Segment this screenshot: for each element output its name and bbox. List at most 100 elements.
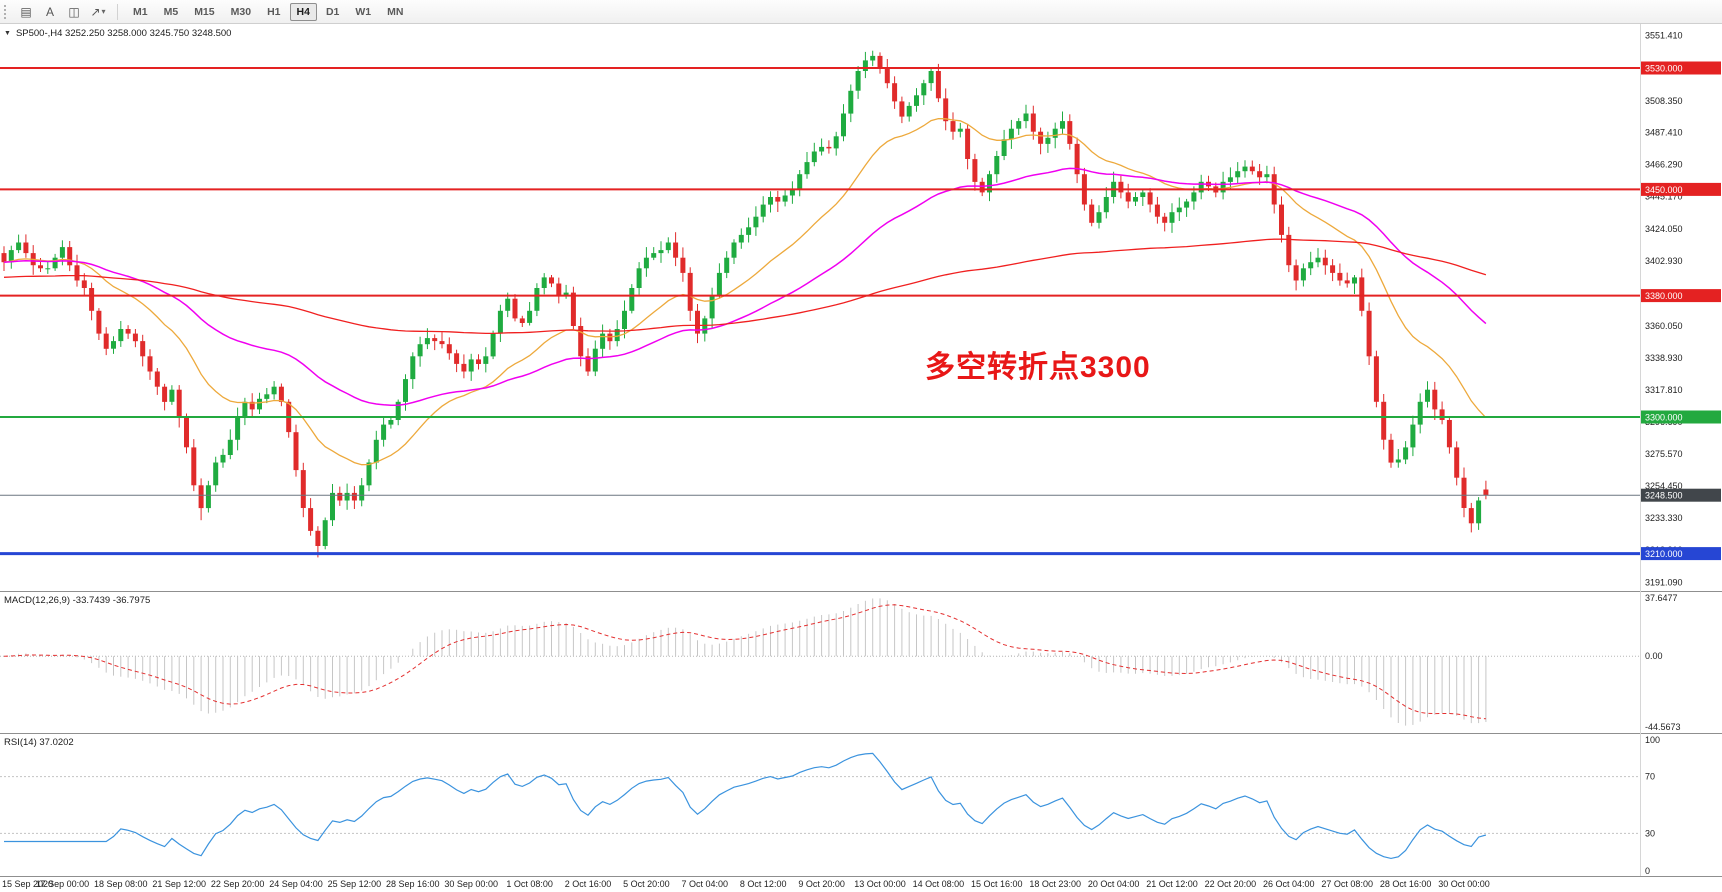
- timeframe-d1[interactable]: D1: [319, 3, 346, 21]
- chart-shape: [862, 60, 868, 71]
- chart-shape: [716, 272, 722, 296]
- time-axis[interactable]: 15 Sep 2020 17 Sep 00:00 18 Sep 08:00 21 Se…: [0, 876, 1722, 892]
- timeframe-m5[interactable]: M5: [157, 3, 186, 21]
- time-axis-label: 27 Oct 08:00: [1321, 879, 1373, 889]
- chart-shape: [965, 128, 971, 159]
- timeframe-m15[interactable]: M15: [187, 3, 221, 21]
- time-axis-label: 28 Sep 16:00: [386, 879, 440, 889]
- rsi-axis-label: 70: [1645, 772, 1655, 782]
- timeframe-h4[interactable]: H4: [289, 2, 317, 21]
- trendline-tool-icon[interactable]: ↗ ▾: [87, 2, 109, 22]
- collapse-toggle-icon[interactable]: ▼: [4, 30, 11, 37]
- rsi-axis-label: 0: [1645, 866, 1650, 876]
- chart-shape: [1249, 166, 1255, 172]
- time-axis-label: 13 Oct 00:00: [854, 879, 906, 889]
- time-axis-label: 5 Oct 20:00: [623, 879, 670, 889]
- chart-shape: [768, 197, 773, 205]
- price-axis-label: 3233.330: [1645, 513, 1683, 523]
- chart-shape: [1154, 204, 1160, 217]
- chart-shape: [1133, 197, 1138, 202]
- chart-shape: [366, 462, 372, 486]
- symbol-ohlc-text: SP500-,H4 3252.250 3258.000 3245.750 324…: [15, 28, 232, 39]
- text-label-tool-icon[interactable]: A: [39, 2, 61, 22]
- chart-shape: [198, 485, 204, 509]
- price-axis[interactable]: 3191.0903212.2103233.3303254.4503275.570…: [1640, 24, 1722, 876]
- chart-area: 3191.0903212.2103233.3303254.4503275.570…: [0, 24, 1722, 876]
- time-axis-label: 25 Sep 12:00: [327, 879, 382, 889]
- timeframe-w1[interactable]: W1: [348, 3, 378, 21]
- chart-shape: [1454, 447, 1460, 478]
- chart-shape: [1330, 265, 1336, 273]
- toolbar-separator: [117, 3, 118, 20]
- level-price-tag: [1641, 547, 1721, 561]
- chart-canvas[interactable]: 3191.0903212.2103233.3303254.4503275.570…: [0, 24, 1722, 876]
- chart-shape: [1235, 171, 1241, 178]
- chevron-down-icon: ▾: [101, 7, 106, 16]
- chart-shape: [162, 386, 168, 402]
- price-axis-label: 3402.930: [1645, 256, 1683, 266]
- chart-shape: [884, 68, 890, 84]
- chart-shape: [242, 401, 248, 417]
- chart-shape: [797, 174, 803, 190]
- price-tag-label: 3248.500: [1645, 491, 1683, 501]
- timeframe-mn[interactable]: MN: [380, 3, 410, 21]
- time-axis-label: 22 Oct 20:00: [1204, 879, 1257, 889]
- chart-shape: [541, 277, 547, 288]
- time-axis-label: 18 Oct 23:00: [1029, 879, 1081, 889]
- chart-shape: [527, 310, 533, 323]
- ma-fast-line: [3, 117, 1487, 466]
- chart-shape: [855, 71, 861, 91]
- chart-shape: [643, 257, 649, 269]
- chart-shape: [315, 530, 321, 546]
- chart-shape: [476, 359, 481, 364]
- chart-shape: [972, 159, 978, 182]
- chart-shape: [1103, 197, 1109, 213]
- chart-shape: [322, 520, 328, 546]
- chart-shape: [278, 386, 284, 402]
- shapes-tool-icon[interactable]: ◫: [63, 2, 85, 22]
- chart-shape: [709, 295, 715, 319]
- chart-shape: [549, 277, 554, 284]
- time-axis-label: 7 Oct 04:00: [681, 879, 729, 889]
- chart-shape: [308, 508, 314, 531]
- current-price-tag: [1641, 488, 1721, 502]
- price-axis-label: 3275.570: [1645, 449, 1683, 459]
- chart-shape: [293, 432, 299, 471]
- level-price-tag: [1641, 410, 1721, 424]
- toolbar-grip[interactable]: [4, 4, 8, 19]
- chart-annotation-text[interactable]: 多空转折点3300: [925, 351, 1151, 384]
- rsi-axis-label: 100: [1645, 735, 1660, 745]
- chart-shape: [1008, 128, 1014, 140]
- chart-shape: [59, 247, 65, 258]
- chart-shape: [724, 257, 730, 273]
- time-axis-label: 15 Oct 16:00: [971, 879, 1023, 889]
- macd-histogram: [10, 598, 1487, 726]
- timeframe-m1[interactable]: M1: [126, 3, 155, 21]
- time-axis-label: 2 Oct 16:00: [564, 879, 612, 889]
- chart-shape: [96, 310, 102, 334]
- time-axis-label: 22 Sep 20:00: [210, 879, 265, 889]
- price-axis-label: 3254.450: [1645, 481, 1683, 491]
- chart-shape: [191, 447, 197, 486]
- chart-shape: [1373, 356, 1379, 402]
- chart-shape: [1001, 139, 1007, 156]
- chart-shape: [658, 250, 664, 254]
- chart-shape: [892, 83, 898, 102]
- chart-shape: [1403, 447, 1409, 460]
- chart-shape: [877, 55, 883, 68]
- chart-shape: [775, 197, 781, 202]
- level-price-tag: [1641, 289, 1721, 303]
- chart-shape: [1395, 459, 1401, 463]
- chart-shape: [16, 242, 22, 251]
- chart-shape: [957, 128, 963, 132]
- chart-shape: [600, 333, 606, 349]
- candlestick-series: [1, 50, 1489, 558]
- chart-shape: [848, 90, 854, 114]
- trendline-glyph: ↗: [90, 4, 101, 19]
- chart-shape: [1147, 192, 1153, 205]
- timeframe-m30[interactable]: M30: [224, 3, 258, 21]
- chart-shape: [118, 329, 124, 342]
- timeframe-h1[interactable]: H1: [260, 3, 287, 21]
- chart-window-icon[interactable]: ▤: [15, 2, 37, 22]
- rsi-indicator-label: RSI(14) 37.0202: [4, 737, 74, 748]
